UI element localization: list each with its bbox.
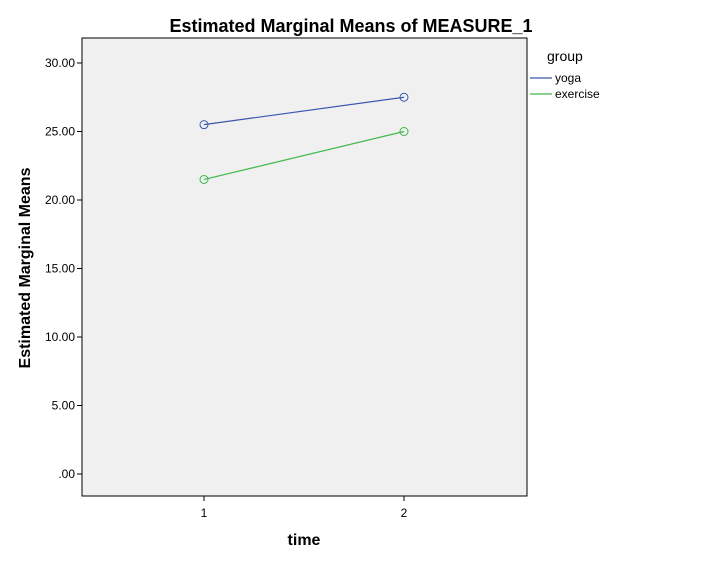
y-tick-label: .00 bbox=[58, 467, 75, 481]
chart-title: Estimated Marginal Means of MEASURE_1 bbox=[169, 16, 532, 36]
series-layer bbox=[199, 92, 409, 184]
series-line-exercise bbox=[203, 130, 405, 181]
y-tick-label: 15.00 bbox=[45, 262, 75, 276]
y-axis: .00 5.00 10.00 15.00 20.00 25.00 30.00 bbox=[45, 56, 82, 481]
y-tick-label: 25.00 bbox=[45, 125, 75, 139]
y-tick-label: 30.00 bbox=[45, 56, 75, 70]
y-tick-label: 5.00 bbox=[52, 399, 76, 413]
legend-label-exercise: exercise bbox=[555, 87, 600, 101]
x-tick-label: 1 bbox=[201, 506, 208, 520]
y-tick-label: 10.00 bbox=[45, 330, 75, 344]
series-line-yoga bbox=[203, 96, 405, 126]
y-axis-title: Estimated Marginal Means bbox=[17, 167, 34, 368]
data-point-yoga bbox=[399, 92, 409, 102]
legend-title: group bbox=[547, 48, 583, 64]
x-tick-label: 2 bbox=[401, 506, 408, 520]
data-point-exercise bbox=[399, 127, 409, 136]
legend-label-yoga: yoga bbox=[555, 71, 581, 85]
data-point-exercise bbox=[199, 174, 209, 184]
legend: group yoga exercise bbox=[530, 48, 600, 101]
data-point-yoga bbox=[199, 120, 209, 130]
x-axis-title: time bbox=[288, 532, 321, 549]
y-tick-label: 20.00 bbox=[45, 193, 75, 207]
plot-area bbox=[81, 37, 528, 497]
